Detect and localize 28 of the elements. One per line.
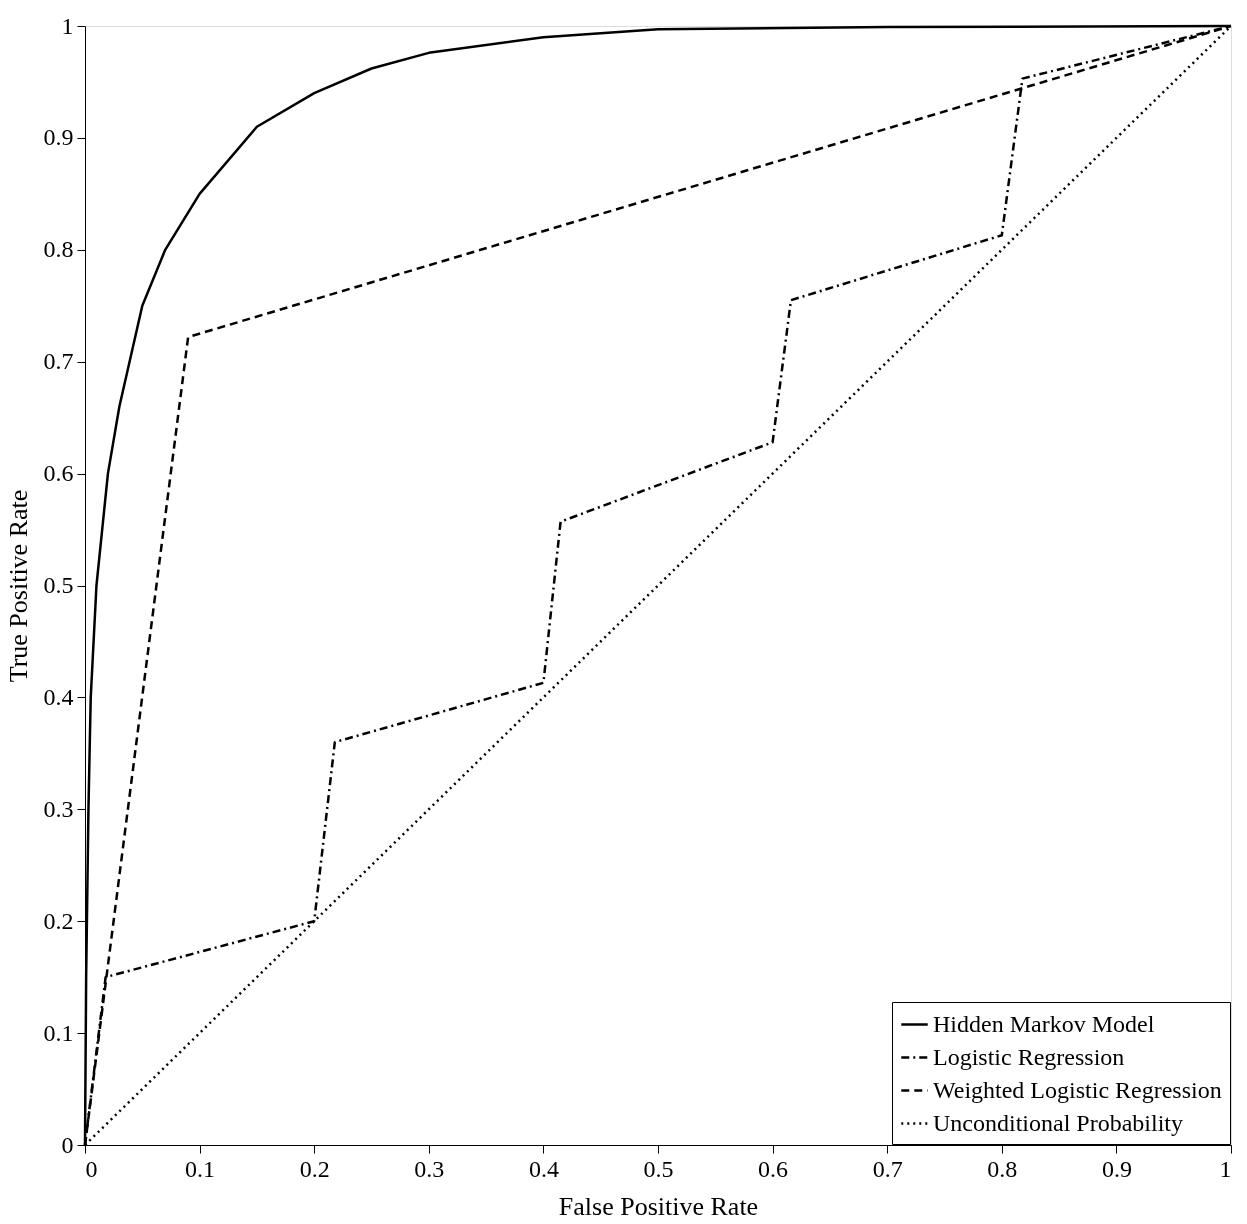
y-tick-label: 0.4: [43, 683, 74, 710]
x-tick-label: 0.9: [1101, 1155, 1132, 1182]
legend-label: Hidden Markov Model: [933, 1010, 1155, 1037]
x-axis-title: False Positive Rate: [558, 1191, 759, 1221]
x-tick-label: 0.2: [299, 1155, 330, 1182]
y-tick-label: 0.1: [43, 1019, 74, 1046]
x-tick-label: 0.1: [185, 1155, 216, 1182]
legend-label: Unconditional Probability: [933, 1109, 1183, 1136]
y-tick-label: 0.2: [43, 907, 74, 934]
y-tick-label: 1: [61, 12, 74, 39]
y-tick-label: 0.9: [43, 124, 74, 151]
y-tick-label: 0.8: [43, 236, 74, 263]
legend-label: Logistic Regression: [933, 1043, 1125, 1070]
x-tick-label: 0: [85, 1155, 98, 1182]
x-tick-label: 1: [1219, 1155, 1232, 1182]
y-axis-title: True Positive Rate: [3, 489, 33, 683]
y-tick-label: 0.7: [43, 348, 74, 375]
y-tick-label: 0: [61, 1131, 74, 1158]
y-tick-label: 0.5: [43, 572, 74, 598]
x-tick-label: 0.5: [643, 1155, 674, 1182]
legend-label: Weighted Logistic Regression: [933, 1076, 1222, 1103]
x-tick-label: 0.7: [872, 1155, 903, 1182]
x-tick-label: 0.8: [987, 1155, 1018, 1182]
x-tick-label: 0.6: [758, 1155, 789, 1182]
y-tick-label: 0.6: [43, 460, 74, 487]
y-tick-label: 0.3: [43, 795, 74, 822]
x-tick-label: 0.4: [528, 1155, 559, 1182]
x-tick-label: 0.3: [414, 1155, 445, 1182]
